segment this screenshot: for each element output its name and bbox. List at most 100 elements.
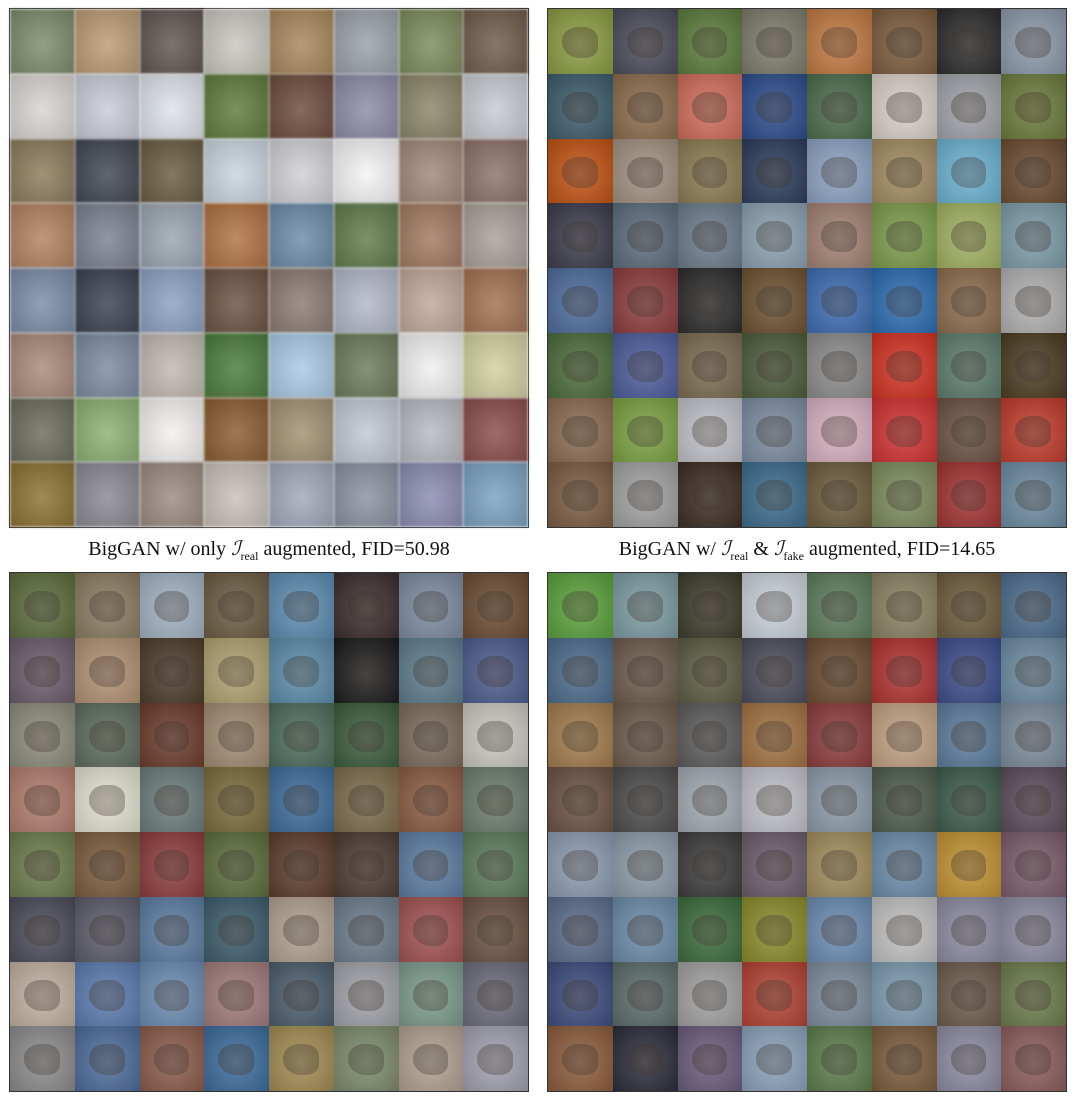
sample-thumbnail bbox=[936, 702, 1002, 768]
sample-thumbnail bbox=[269, 1026, 334, 1091]
sample-thumbnail bbox=[1001, 832, 1066, 897]
sample-thumbnail bbox=[807, 138, 872, 204]
sample-thumbnail bbox=[269, 637, 334, 703]
sample-thumbnail bbox=[463, 961, 528, 1027]
sample-thumbnail bbox=[10, 397, 75, 463]
sample-thumbnail bbox=[74, 203, 140, 268]
sample-thumbnail bbox=[333, 832, 399, 897]
sample-thumbnail bbox=[139, 462, 205, 527]
sample-thumbnail bbox=[398, 1026, 464, 1091]
sample-thumbnail bbox=[677, 73, 743, 139]
sample-thumbnail bbox=[548, 702, 613, 768]
sample-thumbnail bbox=[139, 573, 205, 638]
sample-thumbnail bbox=[139, 832, 205, 897]
sample-thumbnail bbox=[871, 397, 937, 463]
sample-thumbnail bbox=[463, 203, 528, 268]
sample-thumbnail bbox=[269, 73, 334, 139]
sample-thumbnail bbox=[139, 268, 205, 333]
sample-thumbnail bbox=[807, 961, 872, 1027]
sample-thumbnail bbox=[398, 767, 464, 832]
sample-thumbnail bbox=[74, 73, 140, 139]
sample-thumbnail bbox=[398, 138, 464, 204]
sample-thumbnail bbox=[1001, 397, 1066, 463]
sample-thumbnail bbox=[333, 332, 399, 398]
sample-thumbnail bbox=[612, 397, 678, 463]
sample-thumbnail bbox=[333, 961, 399, 1027]
sample-thumbnail bbox=[139, 637, 205, 703]
caption-right-sub-1: real bbox=[730, 549, 749, 563]
sample-thumbnail bbox=[463, 332, 528, 398]
caption-right-sub-2: fake bbox=[783, 549, 804, 563]
sample-thumbnail bbox=[742, 961, 807, 1027]
sample-thumbnail bbox=[463, 462, 528, 527]
sample-thumbnail bbox=[333, 138, 399, 204]
sample-thumbnail bbox=[677, 767, 743, 832]
sample-thumbnail bbox=[742, 73, 807, 139]
sample-thumbnail bbox=[139, 332, 205, 398]
sample-thumbnail bbox=[139, 397, 205, 463]
sample-thumbnail bbox=[463, 702, 528, 768]
sample-thumbnail bbox=[398, 73, 464, 139]
sample-thumbnail bbox=[677, 896, 743, 962]
sample-thumbnail bbox=[1001, 462, 1066, 527]
sample-thumbnail bbox=[10, 896, 75, 962]
sample-thumbnail bbox=[871, 9, 937, 74]
sample-thumbnail bbox=[10, 702, 75, 768]
sample-thumbnail bbox=[10, 637, 75, 703]
sample-thumbnail bbox=[548, 138, 613, 204]
sample-thumbnail bbox=[936, 637, 1002, 703]
sample-thumbnail bbox=[204, 832, 269, 897]
sample-thumbnail bbox=[463, 573, 528, 638]
sample-thumbnail bbox=[10, 462, 75, 527]
sample-thumbnail bbox=[398, 397, 464, 463]
sample-thumbnail bbox=[1001, 138, 1066, 204]
sample-thumbnail bbox=[398, 573, 464, 638]
sample-thumbnail bbox=[74, 1026, 140, 1091]
sample-thumbnail bbox=[398, 332, 464, 398]
sample-thumbnail bbox=[10, 832, 75, 897]
sample-thumbnail bbox=[548, 896, 613, 962]
sample-thumbnail bbox=[269, 203, 334, 268]
caption-left-suffix: augmented, FID=50.98 bbox=[258, 538, 450, 560]
sample-thumbnail bbox=[742, 1026, 807, 1091]
sample-thumbnail bbox=[612, 832, 678, 897]
sample-thumbnail bbox=[269, 961, 334, 1027]
sample-thumbnail bbox=[936, 268, 1002, 333]
sample-thumbnail bbox=[463, 637, 528, 703]
sample-thumbnail bbox=[677, 832, 743, 897]
sample-thumbnail bbox=[1001, 268, 1066, 333]
sample-thumbnail bbox=[10, 573, 75, 638]
sample-thumbnail bbox=[333, 702, 399, 768]
sample-thumbnail bbox=[871, 637, 937, 703]
sample-thumbnail bbox=[74, 702, 140, 768]
sample-thumbnail bbox=[269, 573, 334, 638]
sample-thumbnail bbox=[677, 573, 743, 638]
sample-thumbnail bbox=[10, 203, 75, 268]
sample-thumbnail bbox=[612, 9, 678, 74]
sample-thumbnail bbox=[936, 203, 1002, 268]
sample-thumbnail bbox=[204, 896, 269, 962]
sample-thumbnail bbox=[74, 637, 140, 703]
sample-thumbnail bbox=[463, 138, 528, 204]
caption-real-only: BigGAN w/ only ℐreal augmented, FID=50.9… bbox=[9, 536, 529, 564]
sample-thumbnail bbox=[871, 961, 937, 1027]
sample-thumbnail bbox=[1001, 1026, 1066, 1091]
sample-thumbnail bbox=[871, 462, 937, 527]
sample-thumbnail bbox=[612, 332, 678, 398]
sample-thumbnail bbox=[742, 138, 807, 204]
sample-thumbnail bbox=[936, 462, 1002, 527]
sample-thumbnail bbox=[548, 268, 613, 333]
sample-thumbnail bbox=[269, 832, 334, 897]
sample-thumbnail bbox=[269, 896, 334, 962]
sample-thumbnail bbox=[204, 637, 269, 703]
sample-thumbnail bbox=[677, 9, 743, 74]
sample-thumbnail bbox=[871, 138, 937, 204]
sample-thumbnail bbox=[742, 332, 807, 398]
sample-thumbnail bbox=[269, 332, 334, 398]
sample-thumbnail bbox=[333, 268, 399, 333]
sample-thumbnail bbox=[936, 1026, 1002, 1091]
caption-right-mid: & bbox=[748, 538, 774, 560]
sample-thumbnail bbox=[139, 896, 205, 962]
sample-thumbnail bbox=[742, 702, 807, 768]
sample-thumbnail bbox=[936, 138, 1002, 204]
